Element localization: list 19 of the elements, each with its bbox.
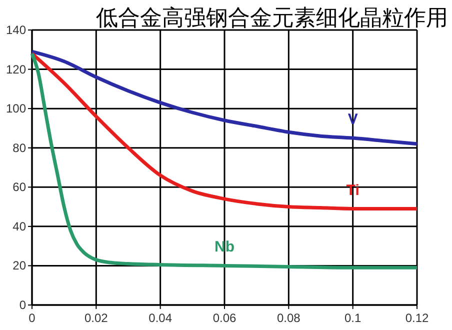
y-tick-label: 60: [12, 180, 26, 194]
y-tick-label: 40: [12, 219, 26, 234]
x-tick-label: 0.06: [212, 311, 236, 325]
line-series: [30, 52, 419, 270]
x-tick-label: 0.1: [344, 311, 362, 325]
y-tick-label: 20: [12, 258, 26, 273]
y-tick-label: 120: [6, 62, 26, 76]
x-tick-label: 0.02: [84, 311, 108, 325]
y-tick-label: 140: [6, 23, 26, 37]
line-series: [30, 52, 419, 210]
y-tick-label: 100: [6, 102, 26, 116]
x-tick-label: 0: [28, 311, 36, 325]
x-tick-label: 0.08: [276, 311, 301, 325]
x-tick-label: 0.12: [405, 311, 429, 325]
x-tick-label: 0.04: [148, 311, 172, 325]
y-tick-label: 80: [12, 140, 26, 155]
chart-title: 低合金高强钢合金元素细化晶粒作用: [96, 6, 448, 31]
y-tick-label: 0: [19, 298, 26, 312]
line-series: [30, 50, 419, 146]
